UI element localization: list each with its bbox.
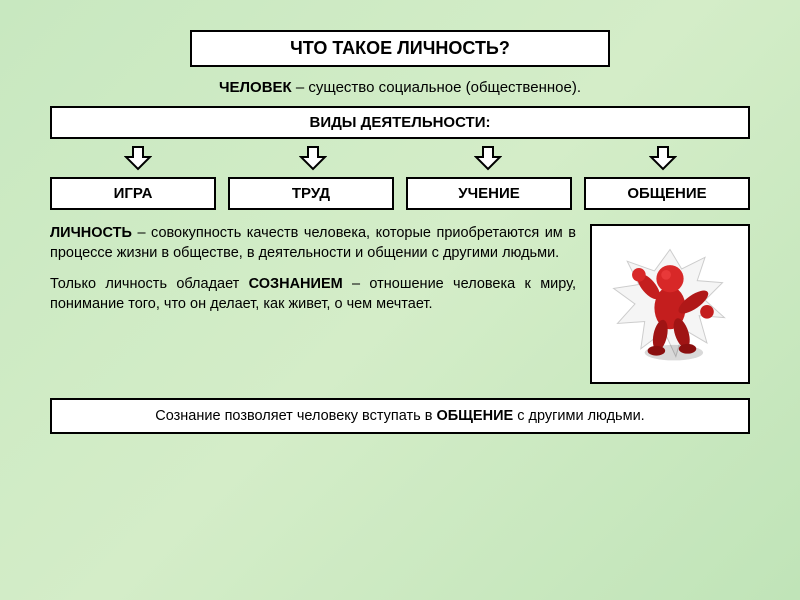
arrows-row	[50, 145, 750, 171]
text-column: ЛИЧНОСТЬ – совокупность качеств человека…	[50, 224, 576, 384]
activity-label: ОБЩЕНИЕ	[627, 185, 706, 202]
red-figure-icon	[598, 230, 742, 378]
bottom-pre: Сознание позволяет человеку вступать в	[155, 408, 436, 424]
activity-label: ИГРА	[114, 185, 153, 202]
activity-box-play: ИГРА	[50, 177, 216, 210]
para2-pre: Только личность обладает	[50, 276, 249, 292]
subtitle-line: ЧЕЛОВЕК – существо социальное (обществен…	[50, 79, 750, 96]
types-heading-box: ВИДЫ ДЕЯТЕЛЬНОСТИ:	[50, 106, 750, 139]
arrow-down-icon	[649, 145, 677, 171]
title-box: ЧТО ТАКОЕ ЛИЧНОСТЬ?	[190, 30, 610, 67]
consciousness-paragraph: Только личность обладает СОЗНАНИЕМ – отн…	[50, 275, 576, 314]
subtitle-bold: ЧЕЛОВЕК	[219, 79, 292, 96]
arrow-down-icon	[474, 145, 502, 171]
illustration-box	[590, 224, 750, 384]
title-text: ЧТО ТАКОЕ ЛИЧНОСТЬ?	[290, 38, 510, 58]
arrow-down-icon	[124, 145, 152, 171]
activity-label: УЧЕНИЕ	[458, 185, 520, 202]
bottom-bold: ОБЩЕНИЕ	[436, 408, 513, 424]
bottom-rest: с другими людьми.	[513, 408, 645, 424]
arrow-down-icon	[299, 145, 327, 171]
types-heading-text: ВИДЫ ДЕЯТЕЛЬНОСТИ:	[310, 114, 491, 131]
activity-box-work: ТРУД	[228, 177, 394, 210]
activities-row: ИГРА ТРУД УЧЕНИЕ ОБЩЕНИЕ	[50, 177, 750, 210]
bottom-box: Сознание позволяет человеку вступать в О…	[50, 398, 750, 434]
para1-bold: ЛИЧНОСТЬ	[50, 225, 132, 241]
activity-label: ТРУД	[292, 185, 330, 202]
subtitle-rest: – существо социальное (общественное).	[292, 79, 581, 96]
activity-box-communication: ОБЩЕНИЕ	[584, 177, 750, 210]
para2-bold: СОЗНАНИЕМ	[249, 276, 343, 292]
activity-box-study: УЧЕНИЕ	[406, 177, 572, 210]
definition-paragraph: ЛИЧНОСТЬ – совокупность качеств человека…	[50, 224, 576, 263]
content-row: ЛИЧНОСТЬ – совокупность качеств человека…	[50, 224, 750, 384]
